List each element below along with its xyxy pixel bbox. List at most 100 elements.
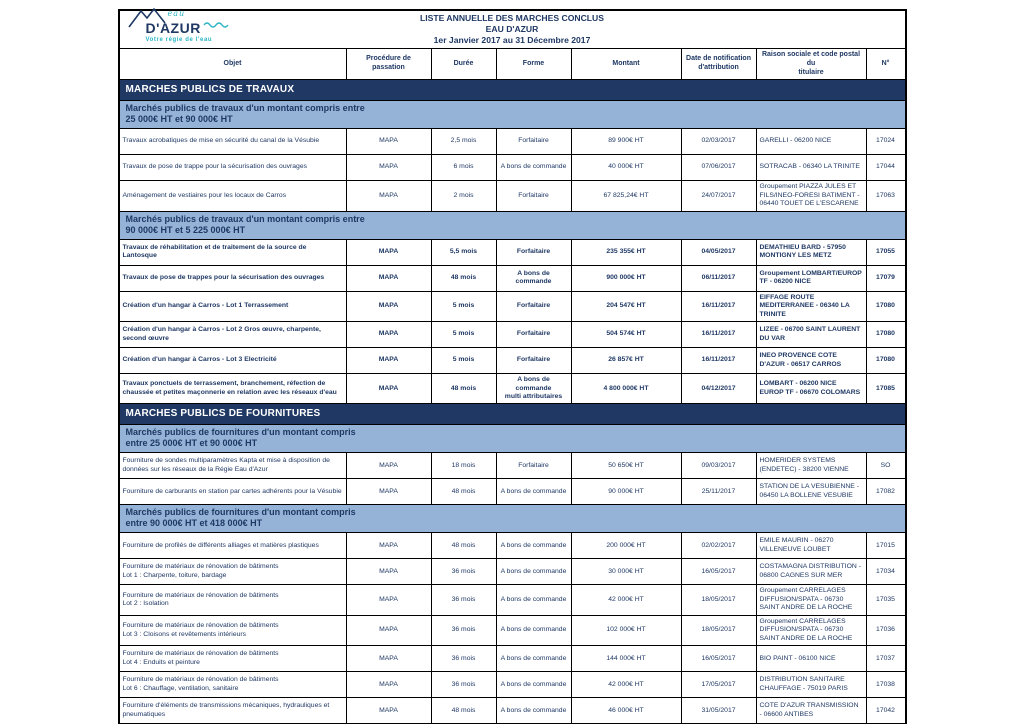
cell-forme: Forfaitaire xyxy=(497,322,572,348)
cell-forme: A bons de commande xyxy=(497,155,572,181)
cell-duree: 48 mois xyxy=(432,533,497,559)
cell-objet: Fourniture de matériaux de rénovation de… xyxy=(120,646,347,672)
cell-duree: 48 mois xyxy=(432,265,497,291)
cell-forme: Forfaitaire xyxy=(497,239,572,265)
section-header: MARCHES PUBLICS DE TRAVAUX xyxy=(119,80,905,102)
cell-titulaire: LIZEE - 06700 SAINT LAURENT DU VAR xyxy=(757,322,867,348)
cell-duree: 36 mois xyxy=(432,559,497,585)
cell-objet: Création d'un hangar à Carros - Lot 1 Te… xyxy=(120,291,347,322)
cell-montant: 42 000€ HT xyxy=(572,585,682,615)
cell-duree: 5 mois xyxy=(432,322,497,348)
cell-duree: 48 mois xyxy=(432,698,497,724)
cell-forme: A bons de commande xyxy=(497,615,572,646)
cell-montant: 89 900€ HT xyxy=(572,129,682,155)
cell-objet: Fourniture de sondes multiparamètres Kap… xyxy=(120,453,347,479)
column-header-1: Procédure de passation xyxy=(347,49,432,80)
cell-duree: 18 mois xyxy=(432,453,497,479)
table-row: Travaux acrobatiques de mise en sécurité… xyxy=(119,129,905,156)
cell-objet: Travaux de réhabilitation et de traiteme… xyxy=(120,239,347,265)
cell-montant: 30 000€ HT xyxy=(572,559,682,585)
cell-duree: 5 mois xyxy=(432,348,497,374)
cell-objet: Travaux de pose de trappe pour la sécuri… xyxy=(120,155,347,181)
column-header-4: Montant xyxy=(572,49,682,80)
cell-procedure: MAPA xyxy=(347,291,432,322)
cell-titulaire: COTE D'AZUR TRANSMISSION - 06600 ANTIBES xyxy=(757,698,867,724)
cell-numero: 17042 xyxy=(876,706,895,714)
cell-procedure: MAPA xyxy=(347,585,432,615)
cell-procedure: MAPA xyxy=(347,374,432,404)
cell-numero: 17080 xyxy=(876,302,895,310)
cell-procedure: MAPA xyxy=(347,453,432,479)
cell-procedure: MAPA xyxy=(347,615,432,646)
table-row: Travaux de réhabilitation et de traiteme… xyxy=(119,239,905,266)
cell-montant: 40 000€ HT xyxy=(572,155,682,181)
cell-forme: Forfaitaire xyxy=(497,291,572,322)
cell-objet: Fourniture de carburants en station par … xyxy=(120,479,347,505)
cell-titulaire: Groupement CARRELAGES DIFFUSION/SPATA - … xyxy=(757,615,867,646)
cell-montant: 4 800 000€ HT xyxy=(572,374,682,404)
cell-duree: 36 mois xyxy=(432,585,497,615)
cell-duree: 36 mois xyxy=(432,615,497,646)
cell-date-notification: 04/05/2017 xyxy=(682,239,757,265)
column-header-5: Date de notification d'attribution xyxy=(682,49,757,80)
mountain-icon xyxy=(127,6,174,32)
subsection-header: Marchés publics de travaux d'un montant … xyxy=(119,211,905,240)
cell-forme: A bons de commande xyxy=(497,533,572,559)
cell-titulaire: EMILE MAURIN - 06270 VILLENEUVE LOUBET xyxy=(757,533,867,559)
cell-procedure: MAPA xyxy=(347,646,432,672)
cell-date-notification: 16/11/2017 xyxy=(682,348,757,374)
cell-titulaire: GARELLI - 06200 NICE xyxy=(757,129,867,155)
logo-brand-text: D'AZUR xyxy=(145,19,201,36)
cell-numero: 17080 xyxy=(876,330,895,338)
cell-numero: 17063 xyxy=(876,191,895,199)
cell-procedure: MAPA xyxy=(347,479,432,505)
title-line-3: 1er Janvier 2017 au 31 Décembre 2017 xyxy=(433,35,591,46)
cell-date-notification: 04/12/2017 xyxy=(682,374,757,404)
cell-titulaire: DEMATHIEU BARD - 57950 MONTIGNY LES METZ xyxy=(757,239,867,265)
table-column-header-row: Objet Procédure de passation Durée Forme Mon… xyxy=(119,49,905,81)
cell-objet: Création d'un hangar à Carros - Lot 2 Gr… xyxy=(120,322,347,348)
cell-titulaire: STATION DE LA VESUBIENNE - 06450 LA BOLL… xyxy=(757,479,867,505)
table-row: Fourniture de matériaux de rénovation de… xyxy=(119,646,905,673)
cell-duree: 36 mois xyxy=(432,672,497,698)
cell-date-notification: 18/05/2017 xyxy=(682,585,757,615)
marches-table-document: eau D'AZUR Votre régie de l'eau LISTE AN… xyxy=(117,7,907,724)
cell-objet: Travaux de pose de trappes pour la sécur… xyxy=(120,265,347,291)
cell-titulaire: SOTRACAB - 06340 LA TRINITE xyxy=(757,155,867,181)
cell-forme: A bons de commande xyxy=(497,698,572,724)
cell-forme: A bons de commande xyxy=(497,479,572,505)
cell-titulaire: INEO PROVENCE COTE D'AZUR - 06517 CARROS xyxy=(757,348,867,374)
document-header: eau D'AZUR Votre régie de l'eau LISTE AN… xyxy=(119,7,905,49)
cell-numero: 17079 xyxy=(876,273,895,281)
cell-date-notification: 16/11/2017 xyxy=(682,322,757,348)
cell-numero: 17038 xyxy=(876,680,895,688)
cell-numero: 17085 xyxy=(876,384,895,392)
column-header-6: Raison sociale et code postal du titulai… xyxy=(757,49,867,80)
cell-montant: 26 857€ HT xyxy=(572,348,682,374)
cell-forme: Forfaitaire xyxy=(497,348,572,374)
cell-procedure: MAPA xyxy=(347,265,432,291)
table-row: Aménagement de vestiaires pour les locau… xyxy=(119,181,905,212)
cell-numero: 17024 xyxy=(876,137,895,145)
cell-montant: 900 000€ HT xyxy=(572,265,682,291)
cell-procedure: MAPA xyxy=(347,348,432,374)
cell-objet: Aménagement de vestiaires pour les locau… xyxy=(120,181,347,211)
cell-date-notification: 24/07/2017 xyxy=(682,181,757,211)
cell-montant: 46 000€ HT xyxy=(572,698,682,724)
cell-montant: 42 000€ HT xyxy=(572,672,682,698)
cell-date-notification: 16/11/2017 xyxy=(682,291,757,322)
cell-forme: Forfaitaire xyxy=(497,129,572,155)
cell-objet: Fourniture de profilés de différents all… xyxy=(120,533,347,559)
cell-montant: 50 650€ HT xyxy=(572,453,682,479)
cell-date-notification: 25/11/2017 xyxy=(682,479,757,505)
cell-date-notification: 06/11/2017 xyxy=(682,265,757,291)
cell-date-notification: 02/03/2017 xyxy=(682,129,757,155)
cell-duree: 6 mois xyxy=(432,155,497,181)
cell-duree: 48 mois xyxy=(432,374,497,404)
table-row: Fourniture de carburants en station par … xyxy=(119,479,905,506)
wave-icon xyxy=(203,17,229,33)
cell-forme: Forfaitaire xyxy=(497,453,572,479)
cell-numero: SO xyxy=(880,461,891,469)
cell-forme: A bons de commande xyxy=(497,672,572,698)
table-row: Travaux ponctuels de terrassement, branc… xyxy=(119,374,905,405)
